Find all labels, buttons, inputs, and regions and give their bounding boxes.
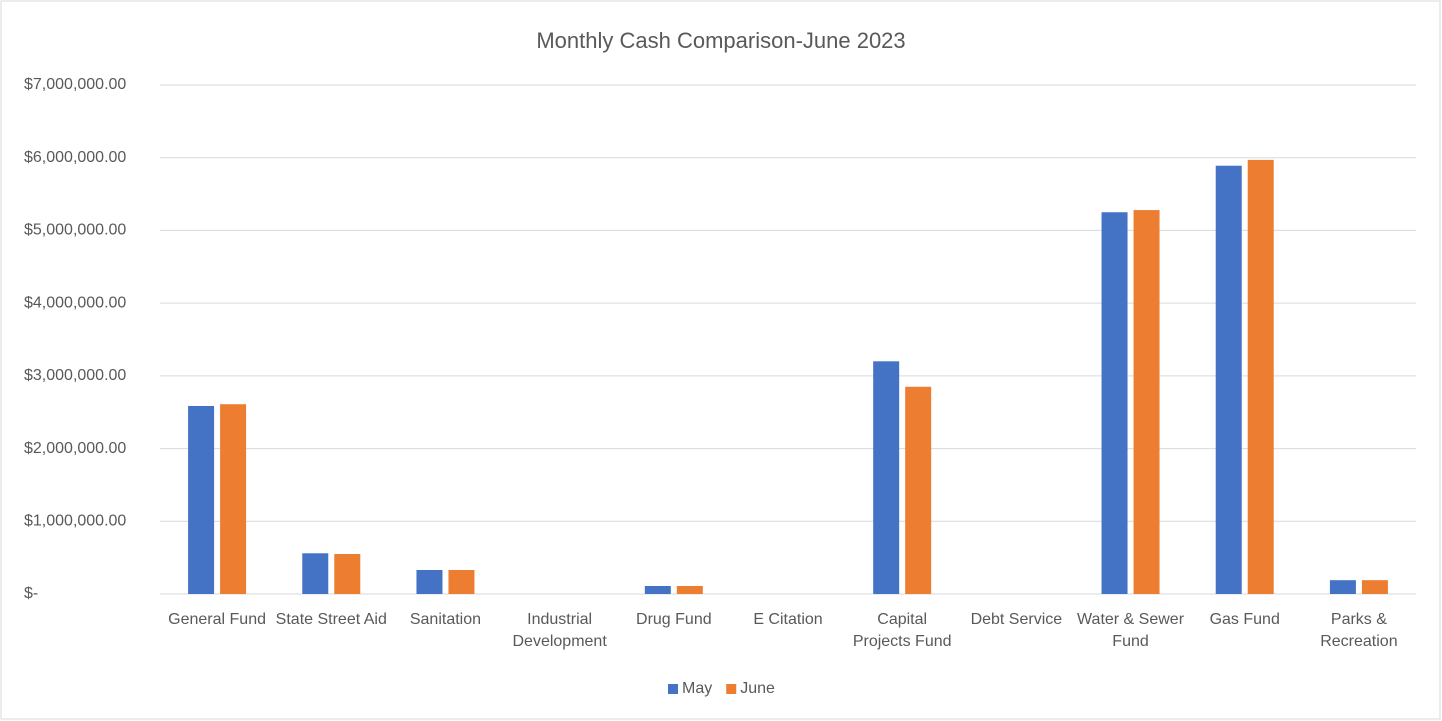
bar [676, 586, 703, 594]
x-tick-label: Industrial Development [512, 611, 607, 650]
bar [1247, 159, 1274, 594]
bar [302, 553, 329, 594]
x-tick-label: Parks & Recreation [1320, 611, 1398, 650]
x-tick-label: General Fund [168, 611, 266, 628]
bar [1133, 210, 1160, 594]
bar [873, 361, 900, 594]
x-tick-label: E Citation [753, 611, 823, 628]
bar [644, 586, 671, 594]
y-tick-label: $2,000,000.00 [24, 440, 126, 457]
bar [448, 570, 475, 594]
x-tick-label: Sanitation [409, 611, 482, 628]
bar [1101, 212, 1128, 594]
bar [1361, 580, 1388, 594]
bar [416, 570, 443, 594]
legend-swatch [726, 684, 737, 694]
bar [334, 554, 361, 594]
y-tick-label: $3,000,000.00 [24, 367, 126, 384]
bar [220, 404, 247, 594]
y-tick-label: $5,000,000.00 [24, 222, 126, 239]
y-tick-label: $- [24, 585, 38, 602]
y-tick-label: $1,000,000.00 [24, 513, 126, 530]
x-tick-label: Capital Projects Fund [852, 611, 952, 650]
legend-label: June [740, 680, 775, 697]
bar [905, 386, 932, 594]
bar [1215, 165, 1242, 594]
bar [1329, 580, 1356, 594]
x-tick-label: State Street Aid [275, 611, 387, 628]
legend-swatch [668, 684, 678, 694]
y-tick-label: $6,000,000.00 [24, 149, 126, 166]
y-tick-label: $4,000,000.00 [24, 294, 126, 311]
x-tick-label: Water & Sewer Fund [1077, 611, 1185, 650]
x-tick-label: Gas Fund [1209, 611, 1280, 628]
chart-title: Monthly Cash Comparison-June 2023 [536, 28, 905, 53]
x-tick-label: Debt Service [970, 611, 1063, 628]
bar [188, 405, 215, 594]
x-tick-label: Drug Fund [636, 611, 712, 628]
legend-label: May [682, 680, 712, 697]
y-tick-label: $7,000,000.00 [24, 76, 126, 93]
